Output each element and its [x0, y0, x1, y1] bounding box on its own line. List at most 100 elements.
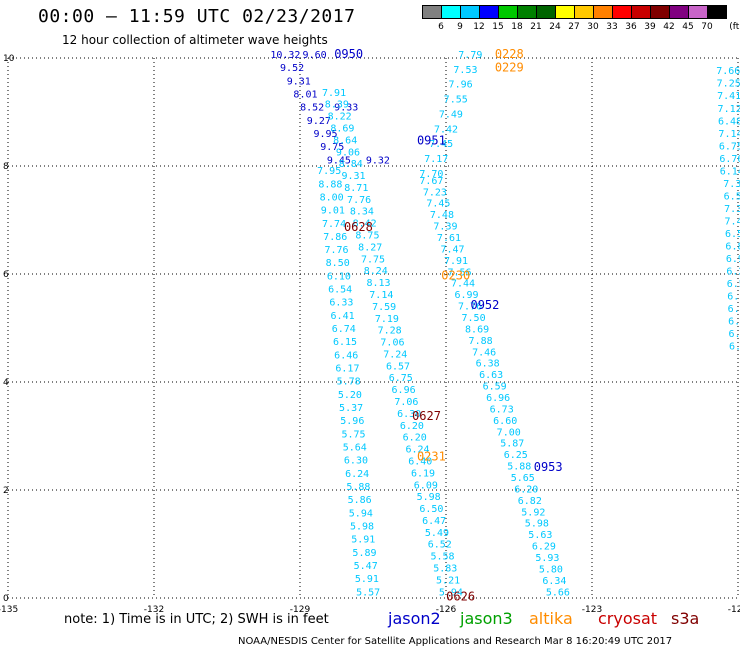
wave-height-value: 7.86: [323, 232, 347, 243]
wave-height-value: 6.73: [490, 404, 514, 415]
wave-height-value: 7.3: [723, 179, 740, 190]
wave-height-value: 6.8: [725, 241, 740, 252]
pass-time-label: 0951: [417, 133, 446, 147]
wave-height-value: 6.25: [504, 450, 528, 461]
wave-height-value: 9.75: [320, 142, 344, 153]
wave-height-value: 6.9: [726, 254, 740, 265]
wave-height-value: 7.95: [317, 166, 341, 177]
wave-height-value: 5.86: [348, 495, 372, 506]
wave-height-value: 5.87: [500, 439, 524, 450]
chart-subtitle: 12 hour collection of altimeter wave hei…: [62, 33, 328, 47]
wave-height-value: 7.06: [380, 338, 404, 349]
wave-height-value: 7.91: [322, 88, 346, 99]
legend-tick-label: 21: [530, 22, 542, 32]
wave-height-value: 5.47: [354, 561, 378, 572]
wave-height-value: 7.74: [322, 219, 346, 230]
wave-height-value: 8.50: [326, 258, 350, 269]
wave-height-value: 7.12: [718, 104, 740, 115]
wave-height-value: 8.69: [330, 123, 354, 134]
wave-height-value: 6.17: [335, 364, 359, 375]
wave-height-value: 5.98: [525, 519, 549, 530]
wave-height-value: 8.34: [350, 207, 374, 218]
wave-height-value: 6.9: [728, 317, 740, 328]
wave-height-value: 8.27: [358, 242, 382, 253]
wave-height-value: 5.98: [417, 492, 441, 503]
color-scale-legend: 6 9 12 15 18 21 24 27 30 33 36 39 42 45 70 (ft): [422, 5, 740, 35]
legend-tick-label: 24: [549, 22, 561, 32]
wave-height-value: 6.33: [329, 298, 353, 309]
wave-height-value: 6.48: [718, 116, 740, 127]
wave-height-value: 6.24: [345, 469, 369, 480]
wave-height-value: 7.00: [497, 427, 521, 438]
wave-height-value: 6.96: [486, 393, 510, 404]
wave-height-value: 9.33: [334, 103, 358, 114]
x-tick-label: -123: [582, 605, 602, 615]
wave-height-value: 7.39: [433, 222, 457, 233]
wave-height-value: 6.75: [389, 373, 413, 384]
satellite-label-jason3: jason3: [460, 609, 513, 628]
wave-height-value: 6.15: [333, 337, 357, 348]
wave-height-value: 9.06: [336, 147, 360, 158]
wave-height-value: 6.30: [397, 409, 421, 420]
wave-height-value: 5.88: [346, 482, 370, 493]
wave-height-value: 6.20: [403, 433, 427, 444]
x-tick-label: -129: [290, 605, 311, 615]
wave-height-value: 6.96: [392, 385, 416, 396]
wave-height-value: 9.27: [307, 116, 331, 127]
wave-height-value: 8.71: [344, 183, 368, 194]
wave-height-value: 6.52: [428, 540, 452, 551]
wave-height-value: 6.1: [727, 292, 740, 303]
wave-height-value: 5.37: [339, 403, 363, 414]
wave-height-value: 8.75: [355, 231, 379, 242]
wave-height-value: 8.42: [353, 219, 377, 230]
wave-height-value: 5.66: [546, 587, 570, 598]
legend-tick-label: 70: [701, 22, 713, 32]
wave-height-value: 6.54: [328, 285, 352, 296]
wave-height-value: 8.69: [465, 324, 489, 335]
wave-height-value: 6.47: [422, 516, 446, 527]
wave-height-value: 5.75: [341, 429, 365, 440]
wave-height-value: 7.76: [324, 245, 348, 256]
wave-height-value: 5.91: [351, 535, 375, 546]
wave-height-value: 7.91: [444, 256, 468, 267]
wave-height-value: 7.44: [451, 279, 475, 290]
pass-time-label: 0950: [334, 47, 363, 61]
wave-height-value: 8.52: [300, 103, 324, 114]
wave-height-value: 8.24: [364, 266, 388, 277]
wave-height-value: 5.91: [355, 574, 379, 585]
wave-height-value: 6.34: [542, 576, 566, 587]
wave-height-value: 9.60: [303, 50, 327, 61]
wave-height-value: 6.99: [455, 290, 479, 301]
wave-height-value: 8.39: [325, 100, 349, 111]
legend-tick-label: 12: [473, 22, 485, 32]
wave-height-value: 9.31: [341, 171, 365, 182]
wave-height-value: 9.95: [314, 129, 338, 140]
wave-height-value: 8.22: [328, 112, 352, 123]
pass-time-label: 0952: [470, 298, 499, 312]
legend-unit-label: (ft): [729, 22, 740, 32]
wave-height-value: 7.70: [419, 169, 443, 180]
wave-height-value: 5.21: [436, 575, 460, 586]
wave-height-value: 7.19: [375, 314, 399, 325]
wave-height-value: 5.49: [425, 528, 449, 539]
legend-tick-label: 39: [644, 22, 656, 32]
y-tick-label: 6: [3, 270, 9, 280]
wave-height-value: 8.64: [333, 135, 357, 146]
legend-tick-label: 18: [511, 22, 523, 32]
wave-height-value: 7.41: [717, 91, 740, 102]
legend-tick-label: 36: [625, 22, 637, 32]
wave-height-value: 5.94: [439, 587, 463, 598]
wave-height-value: 6.19: [411, 468, 435, 479]
wave-height-value: 6.09: [414, 480, 438, 491]
legend-tick-label: 30: [587, 22, 599, 32]
wave-height-value: 6.41: [331, 311, 355, 322]
wave-height-value: 7.47: [440, 244, 464, 255]
y-tick-label: 4: [3, 378, 9, 388]
wave-height-value: 6.46: [334, 350, 358, 361]
wave-height-value: 7.66: [716, 66, 740, 77]
x-tick-label: -135: [0, 605, 18, 615]
wave-height-value: 8.00: [320, 192, 344, 203]
wave-height-value: 7.45: [429, 139, 453, 150]
legend-tick-label: 15: [492, 22, 504, 32]
